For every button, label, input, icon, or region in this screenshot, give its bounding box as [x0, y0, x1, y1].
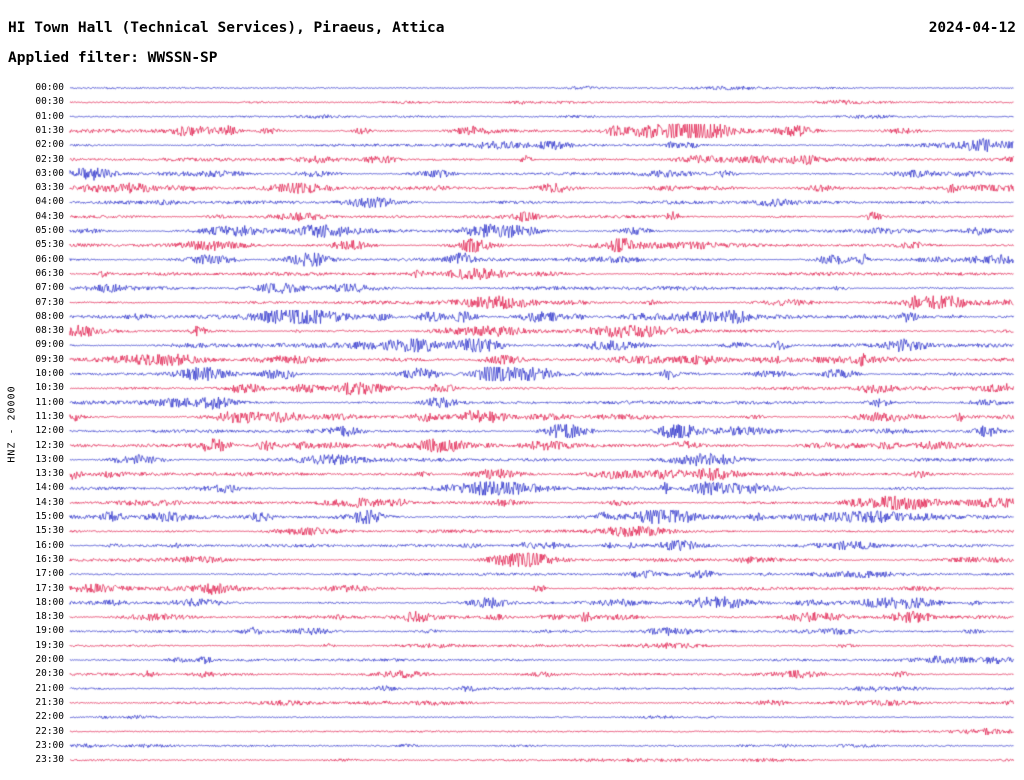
trace-time-label: 05:00	[35, 225, 64, 236]
trace-time-label: 04:30	[35, 210, 64, 222]
trace-time-label: 11:30	[35, 410, 64, 422]
trace-time-label: 13:00	[35, 453, 64, 465]
trace-time-label: 01:00	[35, 110, 64, 122]
trace-time-label: 01:30	[35, 124, 64, 136]
trace-time-label: 05:30	[35, 239, 64, 251]
trace-time-label: 12:00	[35, 425, 64, 437]
trace-time-label: 16:30	[35, 553, 64, 565]
trace-time-label: 11:00	[35, 396, 64, 408]
trace-time-label: 21:00	[35, 682, 64, 694]
trace-time-label: 23:00	[35, 739, 64, 751]
trace-time-label: 03:30	[35, 182, 64, 194]
trace-time-label: 13:30	[35, 468, 64, 480]
trace-time-label: 12:30	[35, 439, 64, 451]
trace-time-label: 02:30	[35, 153, 64, 165]
trace-time-label: 16:00	[35, 539, 64, 551]
trace-time-label: 23:30	[35, 754, 64, 766]
trace-time-label: 18:30	[35, 611, 64, 623]
channel-axis-label: HNZ - 20000	[6, 385, 18, 463]
trace-time-label: 04:00	[35, 196, 64, 208]
trace-time-label: 18:00	[35, 596, 64, 608]
trace-time-label: 10:00	[35, 368, 64, 379]
trace-time-label: 10:30	[35, 382, 64, 394]
trace-time-label: 06:00	[35, 253, 64, 265]
station-title: HI Town Hall (Technical Services), Pirae…	[8, 20, 445, 36]
trace-time-label: 02:00	[35, 139, 64, 151]
trace-time-label: 22:30	[35, 725, 64, 737]
trace-time-label: 00:30	[35, 96, 64, 108]
trace-time-label: 20:30	[35, 668, 64, 680]
trace-time-label: 19:00	[35, 625, 64, 637]
trace-time-label: 14:30	[35, 496, 64, 508]
trace-time-label: 03:00	[35, 167, 64, 179]
trace-time-label: 09:00	[35, 339, 64, 351]
trace-time-label: 17:30	[35, 582, 64, 594]
trace-time-label: 07:30	[35, 296, 64, 308]
trace-time-label: 06:30	[35, 267, 64, 279]
trace-time-label: 00:00	[35, 82, 64, 93]
trace-time-label: 07:00	[35, 282, 64, 294]
trace-time-label: 20:00	[35, 654, 64, 665]
trace-time-label: 15:30	[35, 525, 64, 537]
trace-time-label: 19:30	[35, 639, 64, 651]
filter-label: Applied filter: WWSSN-SP	[8, 50, 218, 66]
trace-time-label: 22:00	[35, 711, 64, 723]
trace-time-label: 14:00	[35, 482, 64, 494]
trace-time-label: 15:00	[35, 511, 64, 522]
trace-time-label: 08:00	[35, 310, 64, 322]
trace-time-label: 21:30	[35, 696, 64, 708]
trace-time-label: 09:30	[35, 353, 64, 365]
record-date: 2024-04-12	[928, 20, 1016, 36]
trace-time-label: 17:00	[35, 568, 64, 580]
trace-time-label: 08:30	[35, 325, 64, 337]
